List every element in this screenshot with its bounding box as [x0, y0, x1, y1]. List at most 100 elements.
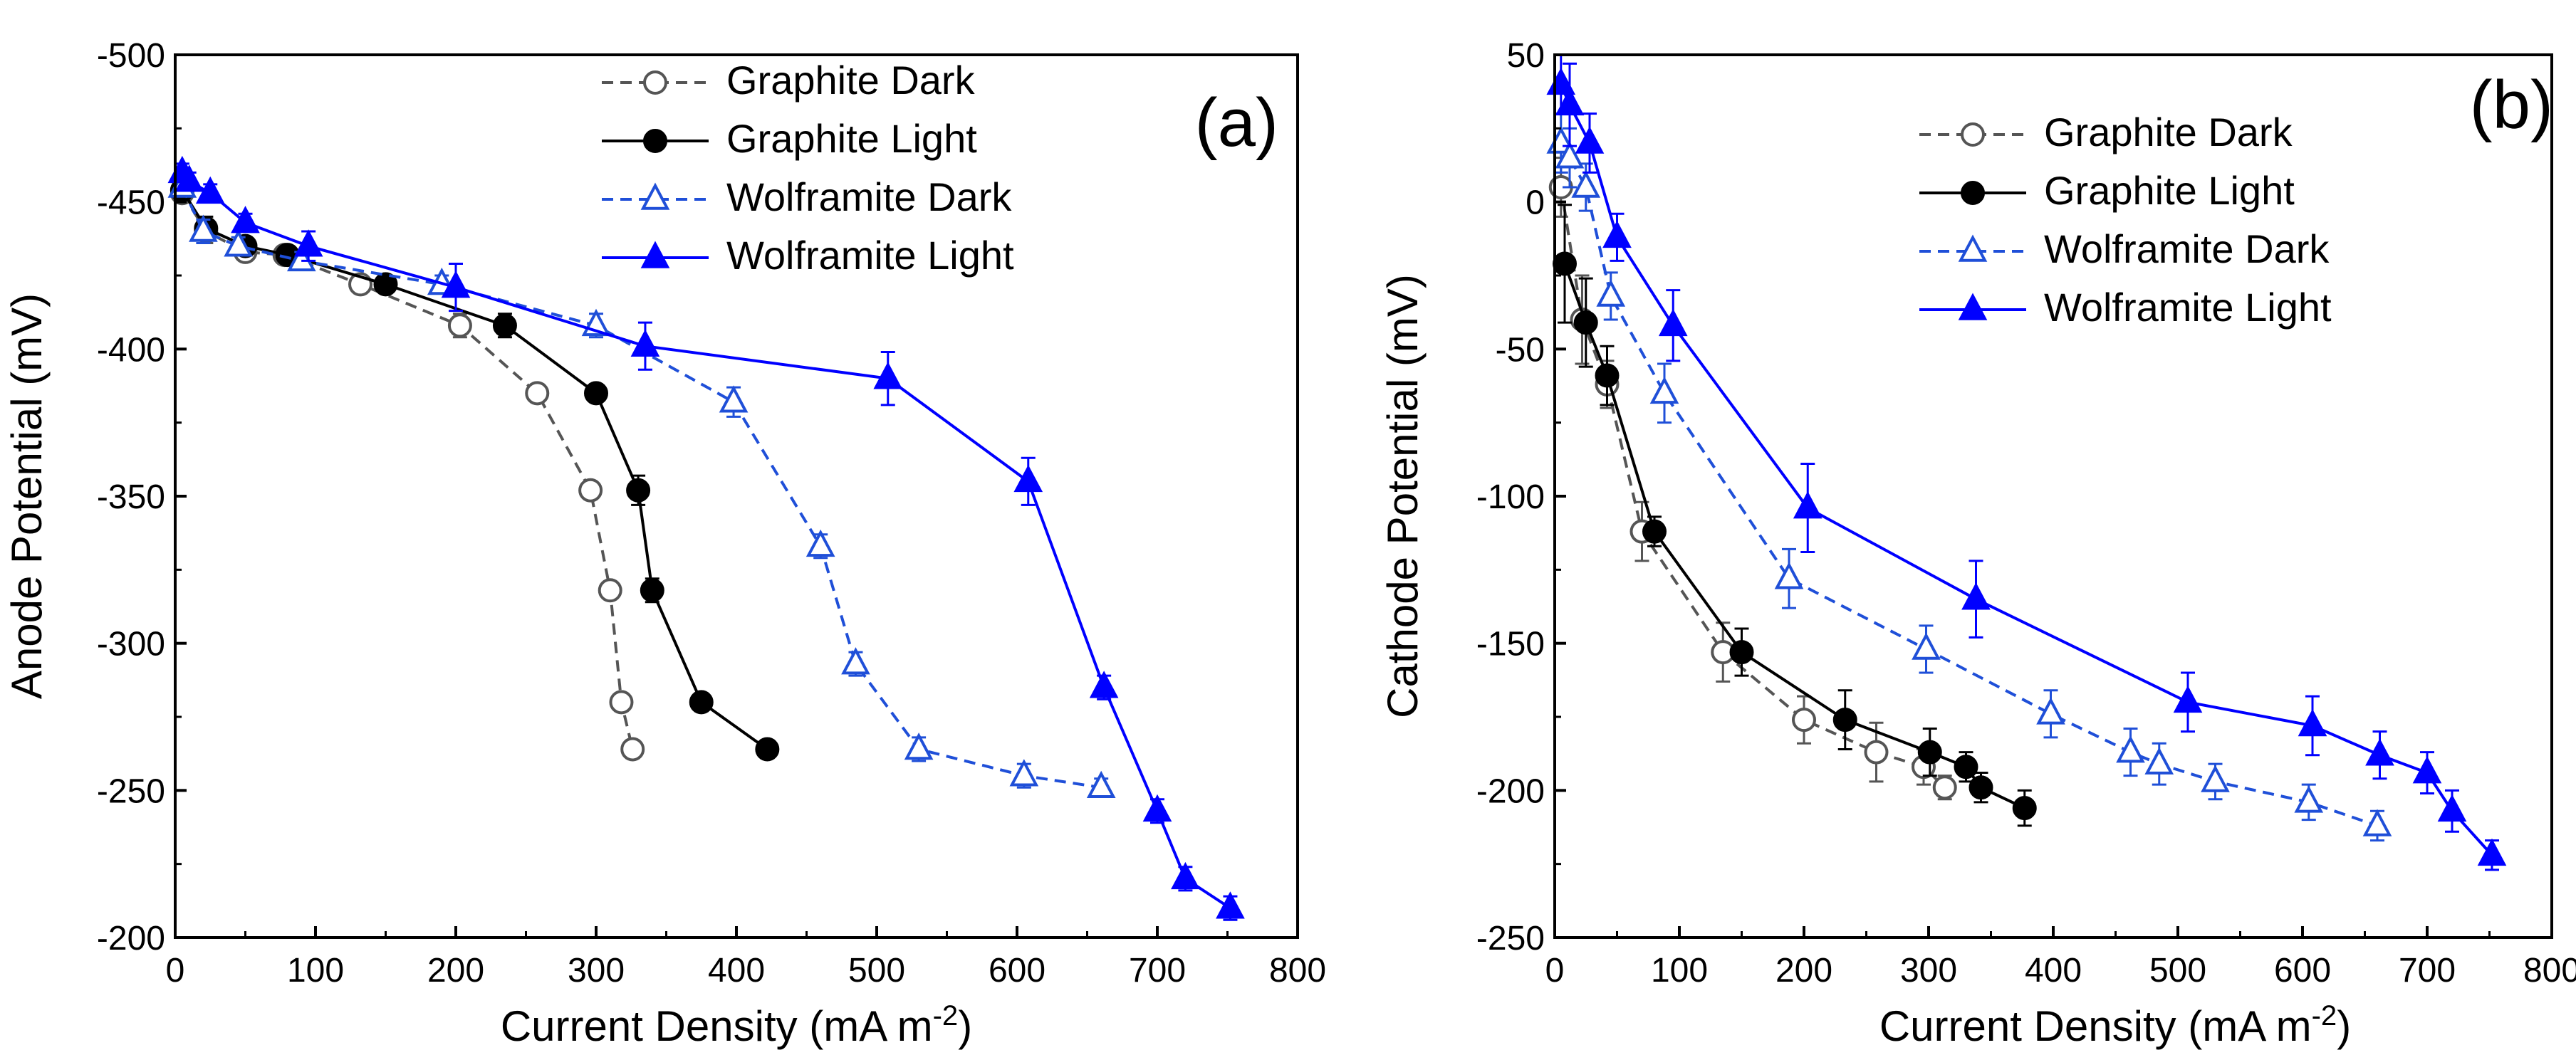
data-point [1013, 464, 1043, 493]
legend-entry: Wolframite Dark [602, 174, 1012, 219]
y-tick-label: -250 [97, 772, 165, 810]
legend-entry: Graphite Light [1919, 168, 2295, 213]
legend-marker [1961, 122, 1985, 147]
legend-marker [1958, 234, 1988, 262]
data-point [1793, 491, 1823, 519]
data-point [1602, 220, 1632, 248]
x-tick-label: 800 [2523, 952, 2576, 990]
legend-entry: Graphite Dark [1919, 110, 2293, 154]
data-point [719, 385, 749, 413]
data-point [2201, 765, 2230, 792]
data-point [805, 529, 835, 557]
legend-entry: Graphite Light [602, 116, 977, 161]
data-point [2477, 838, 2507, 866]
data-point [1729, 640, 1754, 665]
data-point [2012, 796, 2037, 821]
x-tick-label: 600 [2274, 952, 2331, 990]
legend-entry: Wolframite Dark [1919, 226, 2330, 271]
y-tick-label: -200 [1476, 772, 1545, 810]
y-tick-label: -50 [1496, 331, 1545, 369]
data-point [1553, 251, 1577, 276]
y-tick-label: -350 [97, 478, 165, 516]
data-point [1864, 740, 1889, 765]
data-point [626, 478, 651, 503]
data-point [2036, 697, 2065, 725]
y-tick-label: 0 [1526, 184, 1545, 222]
data-point [1968, 775, 1993, 800]
data-point [293, 229, 323, 257]
data-point [2362, 809, 2392, 836]
x-tick-label: 400 [2025, 952, 2082, 990]
legend-marker [640, 182, 670, 210]
legend-entry: Wolframite Light [602, 233, 1014, 278]
data-point [1171, 861, 1200, 890]
legend-entry: Wolframite Light [1919, 285, 2332, 330]
y-axis-title-a: Anode Potential (mV) [3, 293, 51, 699]
data-point [174, 164, 204, 192]
x-tick-label: 0 [1545, 952, 1565, 990]
data-point [2412, 756, 2442, 784]
data-point [1649, 376, 1679, 404]
data-point [441, 271, 471, 298]
data-point [841, 647, 870, 675]
x-tick-label: 200 [1775, 952, 1832, 990]
y-tick-label: -150 [1476, 626, 1545, 663]
data-point [1571, 170, 1601, 198]
data-point [1642, 519, 1667, 544]
x-tick-label: 200 [427, 952, 484, 990]
y-tick-label: -300 [97, 626, 165, 663]
y-tick-label: -500 [97, 37, 165, 75]
data-point [1555, 88, 1585, 116]
y-tick-label: 50 [1507, 37, 1545, 75]
y-tick-label: -100 [1476, 478, 1545, 516]
data-point [1216, 891, 1245, 919]
legend-marker [643, 70, 667, 95]
x-tick-label: 700 [2399, 952, 2456, 990]
data-point [525, 381, 550, 406]
legend-label: Wolframite Dark [726, 174, 1012, 219]
x-tick-label: 800 [1269, 952, 1326, 990]
data-point [630, 329, 660, 357]
data-point [492, 313, 517, 338]
data-point [640, 578, 664, 603]
data-point [1832, 708, 1857, 733]
data-point [1658, 308, 1688, 337]
series-graphite-dark [1548, 157, 1957, 801]
y-axis-title-b: Cathode Potential (mV) [1379, 274, 1427, 718]
data-point [2437, 794, 2467, 822]
x-tick-label: 700 [1129, 952, 1186, 990]
legend-label: Graphite Light [2044, 168, 2295, 213]
x-tick-label: 300 [1900, 952, 1957, 990]
y-tick-label: -200 [97, 920, 165, 957]
legend-marker [1961, 181, 1985, 205]
legend-label: Wolframite Light [2044, 285, 2332, 330]
data-point [1142, 794, 1172, 822]
y-tick-label: -250 [1476, 920, 1545, 957]
data-point [1089, 671, 1119, 698]
plot-frame-b [1553, 53, 2553, 939]
data-point [2294, 785, 2324, 813]
x-axis-title-a: Current Density (mA m-2) [501, 1000, 972, 1050]
data-point [620, 737, 645, 762]
legend-label: Graphite Dark [726, 58, 976, 103]
data-point [1555, 141, 1585, 169]
series-wolframite-light [167, 155, 1245, 921]
data-point [1595, 363, 1620, 388]
data-point [1575, 126, 1605, 154]
data-point [1792, 708, 1816, 733]
series-graphite-light [1553, 204, 2037, 827]
data-point [1596, 279, 1626, 307]
panel-label-a: (a) [1195, 85, 1278, 161]
panel-b: 0 100 200 300 400 500 600 700 800-250-200-150-10… [1379, 37, 2576, 1050]
data-point [578, 478, 603, 503]
legend-label: Graphite Dark [2044, 110, 2293, 154]
data-point [231, 206, 260, 233]
data-point [873, 362, 903, 389]
data-point [1917, 740, 1942, 765]
x-tick-label: 100 [287, 952, 344, 990]
series-line [1563, 263, 2025, 809]
data-point [1932, 775, 1957, 800]
